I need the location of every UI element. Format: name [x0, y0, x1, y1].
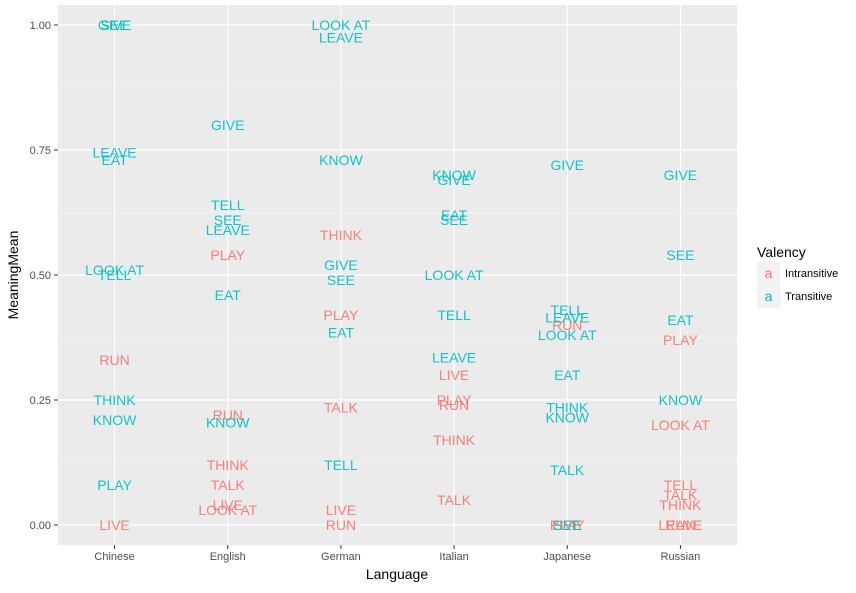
- point-label: THINK: [94, 392, 137, 408]
- y-tick-label: 1.00: [30, 20, 51, 32]
- point-label: LIVE: [213, 497, 243, 513]
- legend: Valency a Intransitive a Transitive: [757, 244, 838, 308]
- point-label: EAT: [441, 207, 468, 223]
- point-label: TELL: [324, 457, 358, 473]
- point-label: KNOW: [319, 152, 363, 168]
- point-label: PLAY: [550, 517, 585, 533]
- legend-label: Transitive: [785, 291, 832, 303]
- x-tick-label: Italian: [439, 551, 468, 563]
- point-label: RUN: [439, 397, 469, 413]
- point-label: TELL: [551, 302, 585, 318]
- point-label: PLAY: [437, 392, 472, 408]
- point-label: GIVE: [211, 117, 244, 133]
- point-label: THINK: [433, 432, 476, 448]
- y-tick-label: 0.75: [30, 145, 51, 157]
- point-label: TELL: [211, 197, 245, 213]
- point-label: KNOW: [545, 410, 589, 426]
- point-label: PLAY: [210, 247, 245, 263]
- point-label: SEE: [327, 272, 355, 288]
- point-label: KNOW: [659, 392, 703, 408]
- point-label: SEE: [214, 212, 242, 228]
- point-label: SEE: [440, 212, 468, 228]
- x-axis-label: Language: [366, 566, 429, 582]
- legend-key-glyph: a: [765, 288, 773, 304]
- y-axis-label: MeaningMean: [5, 231, 21, 320]
- legend-keys: a Intransitive a Transitive: [757, 262, 838, 308]
- point-label: LOOK AT: [425, 267, 484, 283]
- point-label: THINK: [207, 457, 250, 473]
- x-tick-label: English: [210, 551, 246, 563]
- point-label: GIVE: [324, 257, 357, 273]
- point-label: SEE: [666, 247, 694, 263]
- point-label: EAT: [554, 367, 581, 383]
- point-label: RUN: [552, 317, 582, 333]
- point-label: KNOW: [206, 415, 250, 431]
- legend-title: Valency: [757, 244, 806, 260]
- point-label: EAT: [215, 287, 242, 303]
- grid-minor: [58, 87, 737, 463]
- point-label: LOOK AT: [538, 327, 597, 343]
- point-label: LEAVE: [545, 310, 589, 326]
- point-label: TALK: [663, 487, 698, 503]
- point-label: RUN: [326, 517, 356, 533]
- point-label: LOOK AT: [651, 417, 710, 433]
- point-label: PLAY: [324, 307, 359, 323]
- x-tick-label: Japanese: [543, 551, 591, 563]
- point-label: EAT: [667, 312, 694, 328]
- point-label: LEAVE: [432, 350, 476, 366]
- point-label: KNOW: [93, 412, 137, 428]
- point-label: RUN: [99, 352, 129, 368]
- point-label: TELL: [98, 267, 132, 283]
- point-label: LIVE: [326, 502, 356, 518]
- point-label: THINK: [659, 497, 702, 513]
- point-label: KNOW: [432, 167, 476, 183]
- x-axis: Chinese English German Italian Japanese Russi…: [94, 545, 700, 563]
- y-tick-label: 0.50: [30, 270, 51, 282]
- point-label: LEAVE: [93, 145, 137, 161]
- legend-label: Intransitive: [785, 268, 838, 280]
- point-label: EAT: [101, 152, 128, 168]
- point-label: RUN: [665, 517, 695, 533]
- point-label: GIVE: [664, 167, 697, 183]
- y-tick-label: 0.00: [30, 520, 51, 532]
- point-label: TALK: [211, 477, 246, 493]
- legend-key-box: [757, 285, 780, 308]
- point-label: LEAVE: [206, 222, 250, 238]
- point-label: GIVE: [551, 157, 584, 173]
- point-label: LIVE: [439, 367, 469, 383]
- point-label: LIVE: [99, 517, 129, 533]
- y-axis: 0.00 0.25 0.50 0.75 1.00: [30, 20, 58, 532]
- point-label: GIVE: [437, 172, 470, 188]
- point-label: SEE: [101, 17, 129, 33]
- y-tick-label: 0.25: [30, 395, 51, 407]
- point-label: SEE: [553, 517, 581, 533]
- grid-major: [58, 5, 737, 545]
- legend-key-box: [757, 262, 780, 285]
- point-label: LOOK AT: [311, 17, 370, 33]
- point-label: LOOK AT: [85, 262, 144, 278]
- point-label: PLAY: [97, 477, 132, 493]
- point-label: LEAVE: [319, 30, 363, 46]
- point-label: EAT: [328, 325, 355, 341]
- point-label: PLAY: [663, 332, 698, 348]
- point-label: TALK: [437, 492, 472, 508]
- point-label: TALK: [324, 400, 359, 416]
- point-label: LOOK AT: [198, 502, 257, 518]
- x-tick-label: Russian: [661, 551, 701, 563]
- point-label: TALK: [550, 462, 585, 478]
- legend-key-glyph: a: [765, 265, 773, 281]
- point-label: GIVE: [98, 17, 131, 33]
- point-label: TELL: [664, 477, 698, 493]
- point-label: LIVE: [552, 517, 582, 533]
- point-label: LEAVE: [658, 517, 702, 533]
- point-label: RUN: [213, 407, 243, 423]
- point-label: THINK: [546, 400, 589, 416]
- point-label: THINK: [320, 227, 363, 243]
- x-tick-label: German: [321, 551, 361, 563]
- x-tick-label: Chinese: [94, 551, 134, 563]
- point-label: TELL: [437, 307, 471, 323]
